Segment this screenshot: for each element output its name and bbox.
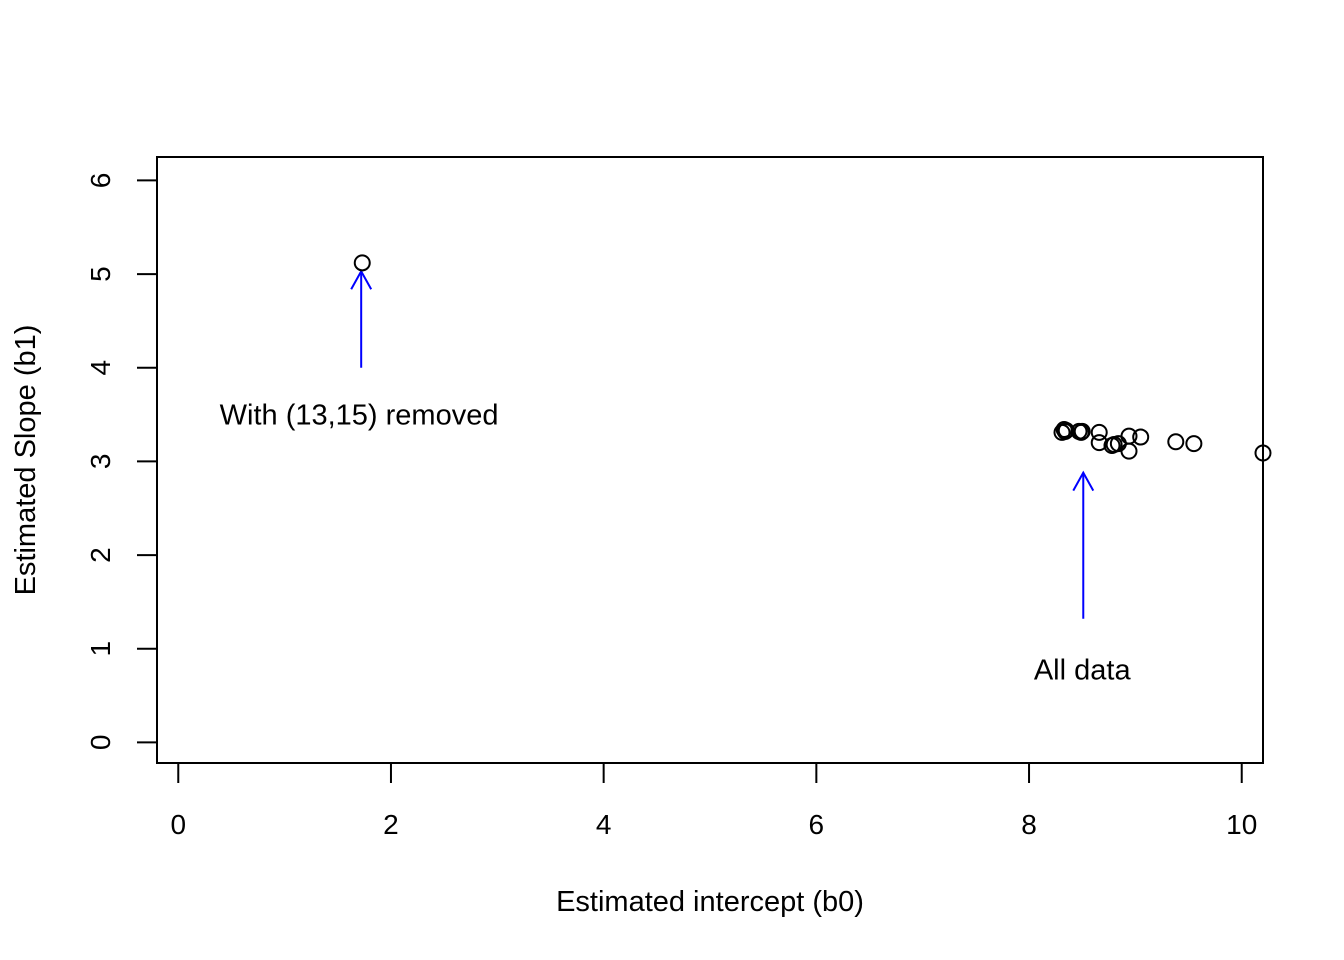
x-tick-label: 0: [170, 809, 186, 840]
x-tick-label: 4: [596, 809, 612, 840]
y-tick-label: 2: [85, 547, 116, 563]
data-points: [353, 254, 1272, 462]
x-axis-title: Estimated intercept (b0): [556, 886, 864, 918]
data-point: [1132, 428, 1150, 446]
y-tick-label: 5: [85, 266, 116, 282]
data-point: [1167, 433, 1185, 451]
x-tick-label: 10: [1226, 809, 1257, 840]
data-point: [1254, 444, 1272, 462]
data-point: [1185, 435, 1203, 453]
data-point: [1090, 423, 1108, 441]
data-point: [1120, 442, 1138, 460]
y-axis-title: Estimated Slope (b1): [10, 325, 42, 596]
annotations: With (13,15) removed All data: [220, 269, 1132, 686]
x-axis: 0 2 4 6 8 10: [170, 762, 1257, 840]
data-point: [353, 254, 371, 272]
y-tick-label: 1: [85, 641, 116, 657]
y-tick-label: 3: [85, 454, 116, 470]
y-tick-label: 6: [85, 173, 116, 189]
annotation-arrowhead: [1072, 470, 1095, 492]
y-tick-label: 4: [85, 360, 116, 376]
y-tick-label: 0: [85, 735, 116, 751]
x-tick-label: 8: [1021, 809, 1037, 840]
x-tick-label: 2: [383, 809, 399, 840]
y-axis: 0 1 2 3 4 5 6: [85, 173, 158, 751]
x-tick-label: 6: [809, 809, 825, 840]
annotation-label: All data: [1034, 654, 1132, 686]
annotation-label: With (13,15) removed: [220, 400, 499, 432]
data-point: [1073, 422, 1091, 440]
